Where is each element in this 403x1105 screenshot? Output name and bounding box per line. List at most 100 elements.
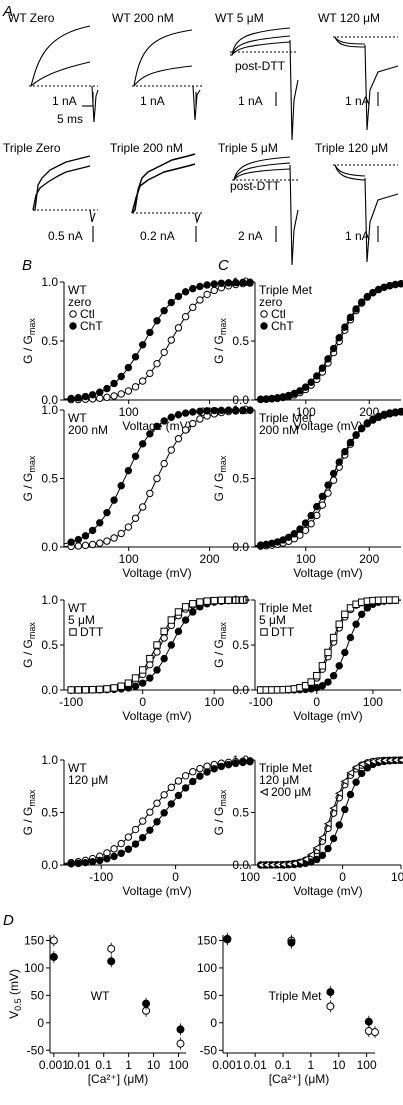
trace-annotation-wt-5um: post-DTT xyxy=(235,59,286,73)
tail-wt-200nm xyxy=(192,85,201,121)
y-tick-label: 100 xyxy=(197,961,217,975)
marker-filled-circle xyxy=(81,858,90,867)
x-tick-label: -100 xyxy=(249,695,273,709)
marker-filled-circle xyxy=(103,855,111,863)
marker-filled-circle xyxy=(142,999,151,1008)
marker-open-square xyxy=(160,627,168,636)
marker-filled-circle xyxy=(174,411,183,419)
marker-filled-circle xyxy=(397,280,403,288)
y-tick-label: 0.0 xyxy=(41,858,58,872)
x-tick-label: 200 xyxy=(200,552,220,566)
y-axis-label: G / Gmax xyxy=(212,455,228,501)
marker-open-circle xyxy=(49,936,58,945)
y-axis-label: G / Gmax xyxy=(21,789,37,835)
marker-filled-circle xyxy=(74,394,83,402)
marker-open-triangle xyxy=(323,819,332,828)
marker-open-triangle xyxy=(340,777,349,786)
marker-filled-circle xyxy=(217,406,226,415)
marker-open-square xyxy=(146,654,154,663)
marker-filled-circle xyxy=(153,818,161,826)
trace-scale-current-triple-5um: 2 nA xyxy=(238,229,263,243)
series-0 xyxy=(223,932,379,1039)
marker-filled-circle xyxy=(110,379,118,388)
marker-open-triangle xyxy=(357,760,366,769)
marker-filled-circle xyxy=(210,406,218,415)
y-tick-label: 50 xyxy=(31,988,45,1002)
marker-filled-circle xyxy=(189,408,197,416)
marker-filled-circle xyxy=(346,438,355,447)
marker-filled-circle xyxy=(313,502,321,511)
marker-filled-circle xyxy=(146,826,154,834)
trace-title-wt-120um: WT 120 μM xyxy=(318,11,380,25)
marker-open-circle xyxy=(103,393,111,402)
marker-open-circle xyxy=(138,817,147,825)
marker-open-circle xyxy=(107,944,116,953)
marker-open-triangle xyxy=(362,758,372,767)
marker-open-circle xyxy=(69,310,77,318)
trace-title-wt-zero: WT Zero xyxy=(8,11,55,25)
legend-label: DTT xyxy=(80,625,104,639)
marker-filled-circle xyxy=(352,778,360,786)
chart-label: Triple Met xyxy=(259,411,313,425)
x-tick-label: 0 xyxy=(139,695,146,709)
marker-filled-circle xyxy=(307,378,315,386)
chart-C4: 0.0 0.5 1.0 -100 0 100 Voltage (mV) G / Gmax Tri… xyxy=(212,753,403,898)
marker-filled-circle xyxy=(96,856,104,865)
marker-filled-circle xyxy=(363,764,372,772)
chart-label: 120 μM xyxy=(259,773,299,787)
marker-filled-circle xyxy=(329,469,338,478)
y-tick-label: 1.0 xyxy=(232,593,249,607)
marker-filled-circle xyxy=(88,526,97,535)
y-tick-label: 0.0 xyxy=(41,393,58,407)
marker-filled-circle xyxy=(67,538,75,546)
y-tick-label: 0.5 xyxy=(41,472,58,486)
marker-open-circle xyxy=(96,394,104,402)
y-tick-label: 100 xyxy=(24,961,44,975)
marker-open-circle xyxy=(203,290,211,299)
marker-filled-circle xyxy=(96,388,104,396)
legend-label: Ctl xyxy=(271,307,286,321)
marker-open-square xyxy=(210,596,218,605)
y-tick-label: 0.5 xyxy=(232,806,249,820)
marker-filled-circle xyxy=(239,758,247,767)
chart-label: Triple Met xyxy=(259,761,313,775)
marker-filled-circle xyxy=(124,363,133,372)
y-tick-label: 1.0 xyxy=(41,403,58,417)
x-tick-label: -100 xyxy=(59,695,83,709)
marker-open-square xyxy=(153,641,161,649)
marker-open-triangle xyxy=(295,857,304,866)
marker-filled-circle xyxy=(313,855,321,864)
trace-wt-zero-2 xyxy=(29,61,91,87)
marker-filled-circle xyxy=(346,790,355,799)
chart-label: WT xyxy=(68,411,87,425)
series-1 xyxy=(223,933,373,1028)
marker-open-square xyxy=(174,608,183,616)
x-tick-label: 100 xyxy=(357,1058,377,1072)
x-tick-label: 1 xyxy=(125,1058,132,1072)
marker-open-square xyxy=(324,648,332,657)
marker-filled-circle xyxy=(160,306,168,315)
x-tick-label: 100 xyxy=(119,405,139,419)
marker-filled-circle xyxy=(196,407,204,415)
trace-title-triple-zero: Triple Zero xyxy=(3,141,61,155)
marker-filled-circle xyxy=(124,466,133,475)
marker-filled-circle xyxy=(231,759,240,768)
marker-open-circle xyxy=(131,514,140,522)
marker-filled-circle xyxy=(160,417,168,425)
y-tick-label: 0 xyxy=(210,1016,217,1030)
marker-filled-circle xyxy=(341,805,349,814)
marker-filled-circle xyxy=(88,391,97,399)
marker-filled-circle xyxy=(138,440,147,448)
marker-filled-circle xyxy=(189,608,197,616)
y-tick-label: -50 xyxy=(200,1043,218,1057)
marker-filled-circle xyxy=(176,1025,185,1034)
x-tick-label: 10 xyxy=(147,1058,161,1072)
marker-open-circle xyxy=(167,446,176,454)
marker-open-square xyxy=(318,662,327,670)
chart-B2: 0.0 0.5 1.0 100 200 Voltage (mV) G / Gmax WT200… xyxy=(21,403,254,580)
marker-open-square xyxy=(189,600,197,608)
marker-open-square xyxy=(131,674,140,682)
y-tick-label: 0.0 xyxy=(232,540,249,554)
marker-filled-circle xyxy=(287,938,296,947)
marker-open-circle xyxy=(174,777,183,785)
